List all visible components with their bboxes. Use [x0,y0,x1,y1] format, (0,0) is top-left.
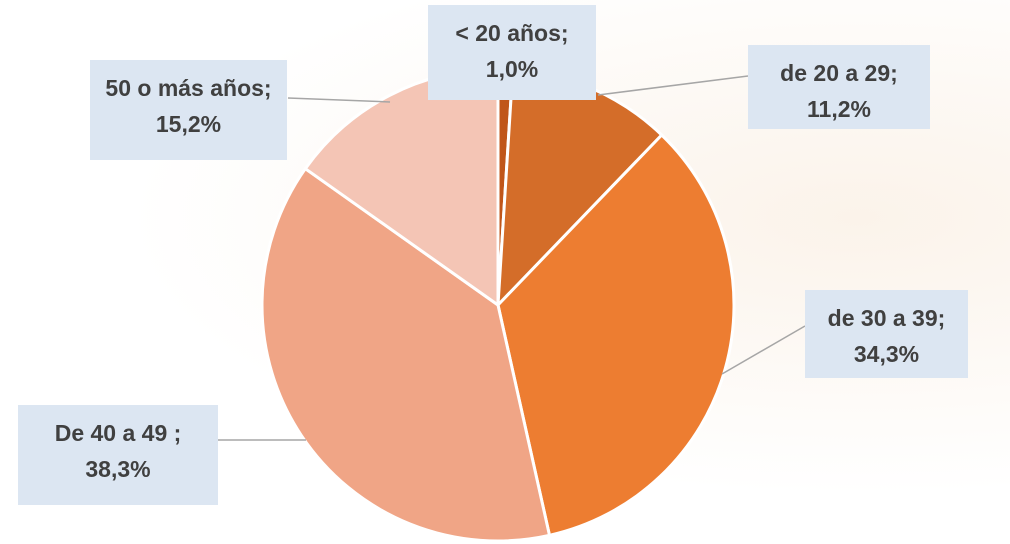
data-label: 50 o más años; 15,2% [90,60,287,160]
page: < 20 años; 1,0% de 20 a 29; 11,2% de 30 a … [0,0,1010,544]
data-label: de 20 a 29; 11,2% [748,45,930,129]
data-label: De 40 a 49 ; 38,3% [18,405,218,505]
data-label: de 30 a 39; 34,3% [805,290,968,378]
data-label: < 20 años; 1,0% [428,5,596,100]
leader-line [288,98,390,102]
leader-line [722,326,805,374]
leader-line [598,76,748,95]
